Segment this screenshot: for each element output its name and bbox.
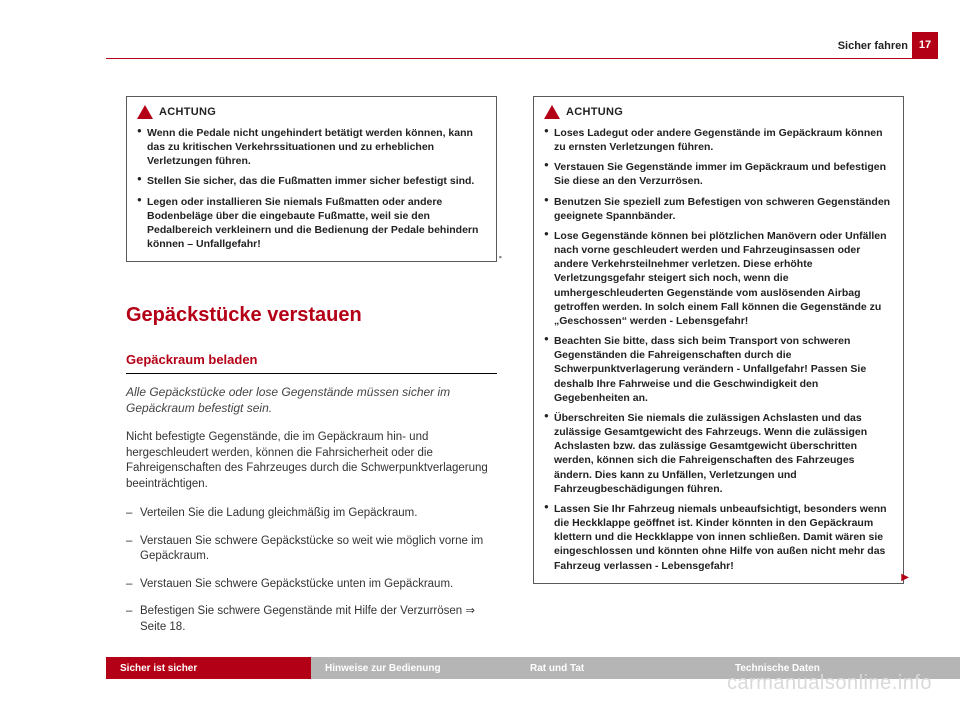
warning-header: ACHTUNG — [137, 105, 486, 120]
instruction-item: Verstauen Sie schwere Gepäckstücke unten… — [126, 577, 497, 593]
warning-title: ACHTUNG — [159, 105, 216, 120]
instruction-list: Verteilen Sie die Ladung gleichmäßig im … — [126, 506, 497, 635]
warning-list-left: Wenn die Pedale nicht ungehindert betäti… — [137, 126, 486, 251]
warning-item: Benutzen Sie speziell zum Befestigen von… — [544, 195, 893, 223]
page-number: 17 — [912, 32, 938, 58]
warning-item: Verstauen Sie Gegenstände immer im Gepäc… — [544, 160, 893, 188]
warning-box-right: ACHTUNG Loses Ladegut oder andere Gegens… — [533, 96, 904, 584]
body-text: Nicht befestigte Gegenstände, die im Gep… — [126, 430, 497, 492]
tab-item[interactable]: Hinweise zur Bedienung — [311, 657, 516, 679]
warning-item: Lose Gegenstände können bei plötzlichen … — [544, 229, 893, 328]
warning-list-right: Loses Ladegut oder andere Gegenstände im… — [544, 126, 893, 573]
watermark-text: carmanualsonline.info — [727, 672, 932, 695]
warning-title: ACHTUNG — [566, 105, 623, 120]
right-column: ACHTUNG Loses Ladegut oder andere Gegens… — [533, 96, 904, 601]
warning-triangle-icon — [137, 105, 153, 119]
warning-item: Überschreiten Sie niemals die zulässigen… — [544, 411, 893, 496]
end-marker-icon: ▪ — [499, 251, 502, 263]
header-rule — [106, 58, 938, 59]
page: Sicher fahren 17 ACHTUNG Wenn die Pedale… — [0, 0, 960, 701]
warning-item: Beachten Sie bitte, dass sich beim Trans… — [544, 334, 893, 405]
instruction-item: Verteilen Sie die Ladung gleichmäßig im … — [126, 506, 497, 522]
warning-item: Stellen Sie sicher, das die Fußmatten im… — [137, 174, 486, 188]
warning-box-left: ACHTUNG Wenn die Pedale nicht ungehinder… — [126, 96, 497, 262]
warning-item: Loses Ladegut oder andere Gegenstände im… — [544, 126, 893, 154]
running-header: Sicher fahren — [838, 40, 908, 52]
continue-arrow-icon: ▶ — [901, 571, 909, 585]
content-columns: ACHTUNG Wenn die Pedale nicht ungehinder… — [126, 96, 904, 601]
section-heading: Gepäckstücke verstauen — [126, 302, 497, 329]
warning-triangle-icon — [544, 105, 560, 119]
subsection-rule — [126, 373, 497, 374]
tab-item[interactable]: Rat und Tat — [516, 657, 721, 679]
subsection-heading: Gepäckraum beladen — [126, 351, 497, 369]
tab-active[interactable]: Sicher ist sicher — [106, 657, 311, 679]
warning-item: Legen oder installieren Sie niemals Fußm… — [137, 195, 486, 252]
warning-item: Lassen Sie Ihr Fahrzeug niemals unbeaufs… — [544, 502, 893, 573]
warning-item: Wenn die Pedale nicht ungehindert betäti… — [137, 126, 486, 169]
instruction-item: Befestigen Sie schwere Gegenstände mit H… — [126, 604, 497, 635]
tab-spacer — [0, 657, 106, 679]
warning-header: ACHTUNG — [544, 105, 893, 120]
intro-text: Alle Gepäckstücke oder lose Gegenstände … — [126, 384, 497, 416]
left-column: ACHTUNG Wenn die Pedale nicht ungehinder… — [126, 96, 497, 601]
instruction-item: Verstauen Sie schwere Gepäckstücke so we… — [126, 534, 497, 565]
